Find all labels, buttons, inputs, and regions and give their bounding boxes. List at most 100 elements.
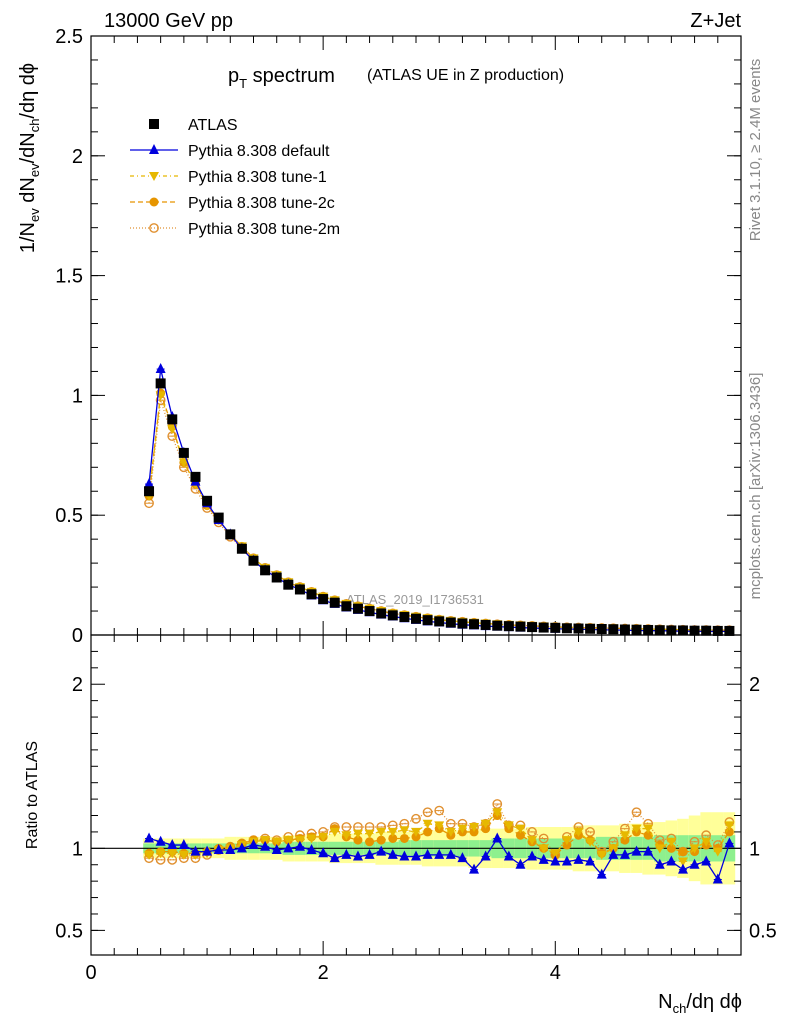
point-pythia-8-308-default: [724, 837, 735, 848]
point-pythia-8-308-tune-1: [422, 819, 433, 829]
point-pythia-8-308-default: [573, 853, 584, 864]
rivet-version-label: Rivet 3.1.10, ≥ 2.4M events: [747, 59, 764, 242]
point-atlas: [561, 623, 572, 634]
point-pythia-8-308-tune-1: [260, 836, 271, 846]
y-tick-label: 2.5: [55, 26, 83, 48]
point-pythia-8-308-tune-2c: [643, 830, 653, 840]
point-atlas: [527, 622, 538, 633]
point-pythia-8-308-default: [515, 858, 526, 869]
legend-marker: [149, 197, 159, 207]
x-tick-label: 0: [85, 962, 96, 984]
point-pythia-8-308-default: [666, 855, 677, 866]
header-energy-label: 13000 GeV pp: [104, 10, 233, 32]
point-pythia-8-308-default: [643, 845, 654, 856]
y-tick-label-right: 2: [749, 674, 760, 696]
x-axis-title: Nch/dη dϕ: [658, 991, 742, 1016]
point-pythia-8-308-tune-1: [701, 837, 712, 847]
point-pythia-8-308-default: [283, 842, 294, 853]
point-pythia-8-308-tune-1: [689, 844, 700, 854]
point-pythia-8-308-default: [561, 855, 572, 866]
point-atlas: [422, 615, 433, 626]
point-pythia-8-308-tune-1: [352, 829, 363, 839]
point-pythia-8-308-tune-1: [399, 826, 410, 836]
point-atlas: [434, 616, 445, 627]
point-atlas: [538, 622, 549, 633]
point-pythia-8-308-default: [677, 863, 688, 874]
point-pythia-8-308-tune-2c: [353, 835, 363, 845]
point-pythia-8-308-default: [352, 850, 363, 861]
point-pythia-8-308-tune-1: [550, 849, 561, 859]
point-pythia-8-308-tune-1: [515, 824, 526, 834]
point-atlas: [306, 589, 317, 600]
point-pythia-8-308-tune-2m: [445, 818, 456, 829]
point-atlas: [294, 584, 305, 595]
point-pythia-8-308-default: [654, 858, 665, 869]
plot-title-p: p: [228, 65, 239, 87]
point-pythia-8-308-tune-1: [457, 824, 468, 834]
point-pythia-8-308-tune-1: [167, 849, 178, 859]
header-process-label: Z+Jet: [690, 10, 741, 32]
point-pythia-8-308-tune-1: [619, 831, 630, 841]
point-atlas: [585, 623, 596, 634]
point-pythia-8-308-tune-1: [527, 836, 538, 846]
point-pythia-8-308-tune-1: [144, 850, 155, 860]
point-pythia-8-308-default: [213, 843, 224, 854]
y-tick-label: 0.5: [55, 920, 83, 942]
point-pythia-8-308-default: [178, 839, 189, 850]
point-pythia-8-308-tune-2m: [631, 807, 642, 818]
point-pythia-8-308-tune-2m: [527, 827, 537, 837]
point-pythia-8-308-tune-2c: [376, 835, 386, 845]
point-atlas: [318, 594, 329, 605]
point-pythia-8-308-tune-1: [411, 827, 421, 837]
point-atlas: [178, 447, 189, 458]
point-pythia-8-308-default: [527, 850, 538, 861]
y-tick-label: 1: [72, 385, 83, 407]
point-atlas: [643, 624, 654, 635]
point-pythia-8-308-default: [225, 843, 236, 854]
point-atlas: [341, 601, 352, 612]
analysis-watermark: ATLAS_2019_I1736531: [346, 592, 484, 607]
point-pythia-8-308-default: [469, 863, 480, 874]
point-pythia-8-308-tune-1: [561, 836, 572, 846]
point-pythia-8-308-tune-1: [387, 827, 398, 837]
point-atlas: [167, 414, 178, 425]
point-pythia-8-308-default: [271, 843, 282, 854]
point-pythia-8-308-default: [712, 873, 723, 884]
point-pythia-8-308-default: [538, 853, 549, 864]
point-pythia-8-308-tune-1: [364, 829, 375, 839]
legend-marker: [149, 223, 159, 233]
point-atlas: [225, 529, 236, 540]
point-atlas: [677, 625, 688, 636]
point-atlas: [503, 621, 514, 632]
point-pythia-8-308-default: [434, 848, 445, 859]
point-pythia-8-308-default: [701, 855, 712, 866]
point-atlas: [631, 624, 642, 635]
point-pythia-8-308-default: [294, 840, 305, 851]
point-pythia-8-308-default: [492, 832, 503, 843]
point-atlas: [666, 625, 677, 636]
point-pythia-8-308-tune-1: [596, 850, 607, 860]
point-atlas: [364, 606, 375, 617]
point-pythia-8-308-default: [202, 845, 213, 856]
point-atlas: [399, 612, 410, 623]
legend-label: Pythia 8.308 default: [188, 143, 330, 160]
point-pythia-8-308-tune-1: [283, 836, 294, 846]
point-atlas: [689, 625, 700, 636]
point-pythia-8-308-default: [329, 852, 340, 863]
legend-label: Pythia 8.308 tune-2c: [188, 195, 335, 212]
point-atlas: [469, 619, 480, 630]
point-pythia-8-308-default: [306, 843, 317, 854]
point-pythia-8-308-tune-2c: [423, 827, 433, 837]
x-tick-label: 2: [318, 962, 329, 984]
point-pythia-8-308-tune-1: [573, 827, 584, 837]
point-pythia-8-308-tune-1: [503, 821, 514, 831]
point-atlas: [248, 555, 259, 566]
point-pythia-8-308-default: [318, 847, 329, 858]
point-pythia-8-308-default: [399, 850, 410, 861]
point-pythia-8-308-tune-1: [654, 844, 665, 854]
point-pythia-8-308-default: [411, 850, 421, 861]
point-atlas: [550, 622, 561, 633]
point-pythia-8-308-default: [596, 868, 607, 879]
y-tick-label: 0: [72, 625, 83, 647]
point-pythia-8-308-default: [155, 835, 166, 846]
